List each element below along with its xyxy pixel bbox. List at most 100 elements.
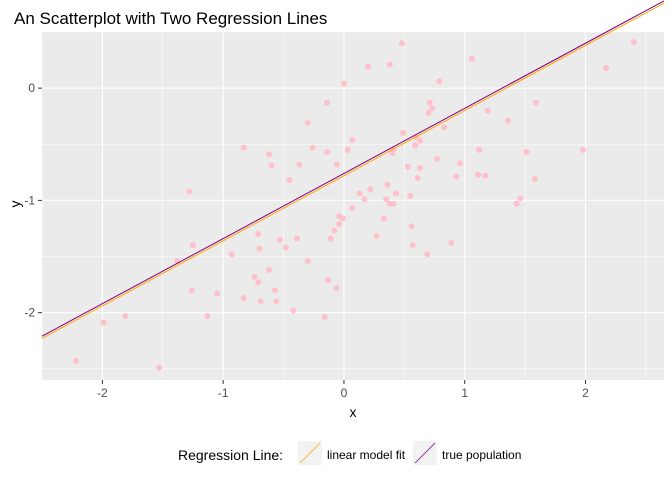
data-point	[417, 164, 424, 171]
data-point	[273, 298, 280, 305]
x-tick-label: -1	[218, 386, 229, 400]
data-point	[400, 130, 407, 137]
data-point	[482, 172, 489, 179]
data-point	[468, 55, 475, 62]
y-tick-label: -2	[24, 306, 35, 320]
data-point	[240, 144, 247, 151]
data-point	[453, 173, 460, 180]
data-point	[361, 196, 368, 203]
x-tick-label: -2	[97, 386, 108, 400]
data-point	[417, 137, 424, 144]
data-point	[309, 144, 316, 151]
data-point	[336, 220, 343, 227]
data-point	[383, 196, 390, 203]
legend-label-true-population: true population	[442, 448, 521, 462]
legend-line-true-population	[414, 442, 436, 464]
data-point	[331, 227, 338, 234]
data-point	[505, 117, 512, 124]
data-point	[156, 364, 163, 371]
data-point	[523, 149, 530, 156]
y-axis-title: y	[7, 201, 23, 208]
data-point	[293, 235, 300, 242]
data-point	[296, 161, 303, 168]
data-point	[384, 181, 391, 188]
data-point	[333, 161, 340, 168]
data-point	[214, 290, 221, 297]
data-point	[532, 99, 539, 106]
regression-line-linear-model-fit	[41, 2, 665, 339]
data-point	[441, 124, 448, 131]
data-point	[425, 109, 432, 116]
x-tick-label: 1	[461, 386, 468, 400]
data-point	[290, 307, 297, 314]
data-point	[304, 258, 311, 265]
data-point	[392, 190, 399, 197]
data-point	[327, 235, 334, 242]
data-point	[344, 146, 351, 153]
data-point	[414, 174, 421, 181]
data-point	[304, 119, 311, 126]
data-point	[456, 160, 463, 167]
data-point	[476, 146, 483, 153]
data-point	[268, 162, 275, 169]
y-tick-label: 0	[28, 81, 35, 95]
data-point	[339, 215, 346, 222]
data-point	[100, 319, 107, 326]
legend-title: Regression Line:	[178, 447, 283, 463]
data-point	[257, 298, 264, 305]
data-point	[256, 245, 263, 252]
data-point	[266, 266, 273, 273]
data-point	[204, 313, 211, 320]
data-point	[380, 215, 387, 222]
data-point	[475, 171, 482, 178]
data-point	[325, 277, 332, 284]
data-point	[349, 136, 356, 143]
regression-lines	[41, 0, 665, 339]
data-point	[408, 223, 415, 230]
data-point	[386, 61, 393, 68]
data-point	[448, 240, 455, 247]
data-point	[72, 357, 79, 364]
legend: Regression Line: linear model fit true p…	[178, 441, 521, 465]
x-tick-label: 0	[341, 386, 348, 400]
data-point	[373, 233, 380, 240]
data-point	[513, 200, 520, 207]
data-point	[412, 142, 419, 149]
data-point	[333, 284, 340, 291]
x-tick-label: 2	[582, 386, 589, 400]
data-point	[484, 107, 491, 114]
data-point	[186, 188, 193, 195]
data-point	[398, 40, 405, 47]
data-point	[321, 314, 328, 321]
data-point	[436, 78, 443, 85]
legend-label-linear-model-fit: linear model fit	[327, 448, 406, 462]
data-point	[433, 155, 440, 162]
regression-line-true-population	[41, 0, 665, 337]
data-point	[349, 205, 356, 212]
data-point	[580, 146, 587, 153]
data-point	[272, 287, 279, 294]
y-tick-label: -1	[24, 193, 35, 207]
data-point	[517, 195, 524, 202]
data-point	[531, 176, 538, 183]
data-point	[255, 231, 262, 238]
data-point	[255, 279, 262, 286]
data-point	[367, 186, 374, 193]
data-point	[276, 236, 283, 243]
x-axis-ticks: -2 -1 0 1 2	[97, 380, 589, 400]
y-axis-ticks: -2 -1 0	[24, 81, 42, 320]
data-point	[356, 190, 363, 197]
data-point	[404, 163, 411, 170]
x-axis-title: x	[350, 404, 357, 420]
data-point	[286, 177, 293, 184]
data-point	[122, 313, 129, 320]
chart-title: An Scatterplot with Two Regression Lines	[14, 9, 327, 28]
data-point	[390, 200, 397, 207]
data-point	[407, 192, 414, 199]
data-point	[603, 64, 610, 71]
data-point	[424, 251, 431, 258]
data-point	[188, 287, 195, 294]
data-point	[266, 151, 273, 158]
data-point	[228, 251, 235, 258]
